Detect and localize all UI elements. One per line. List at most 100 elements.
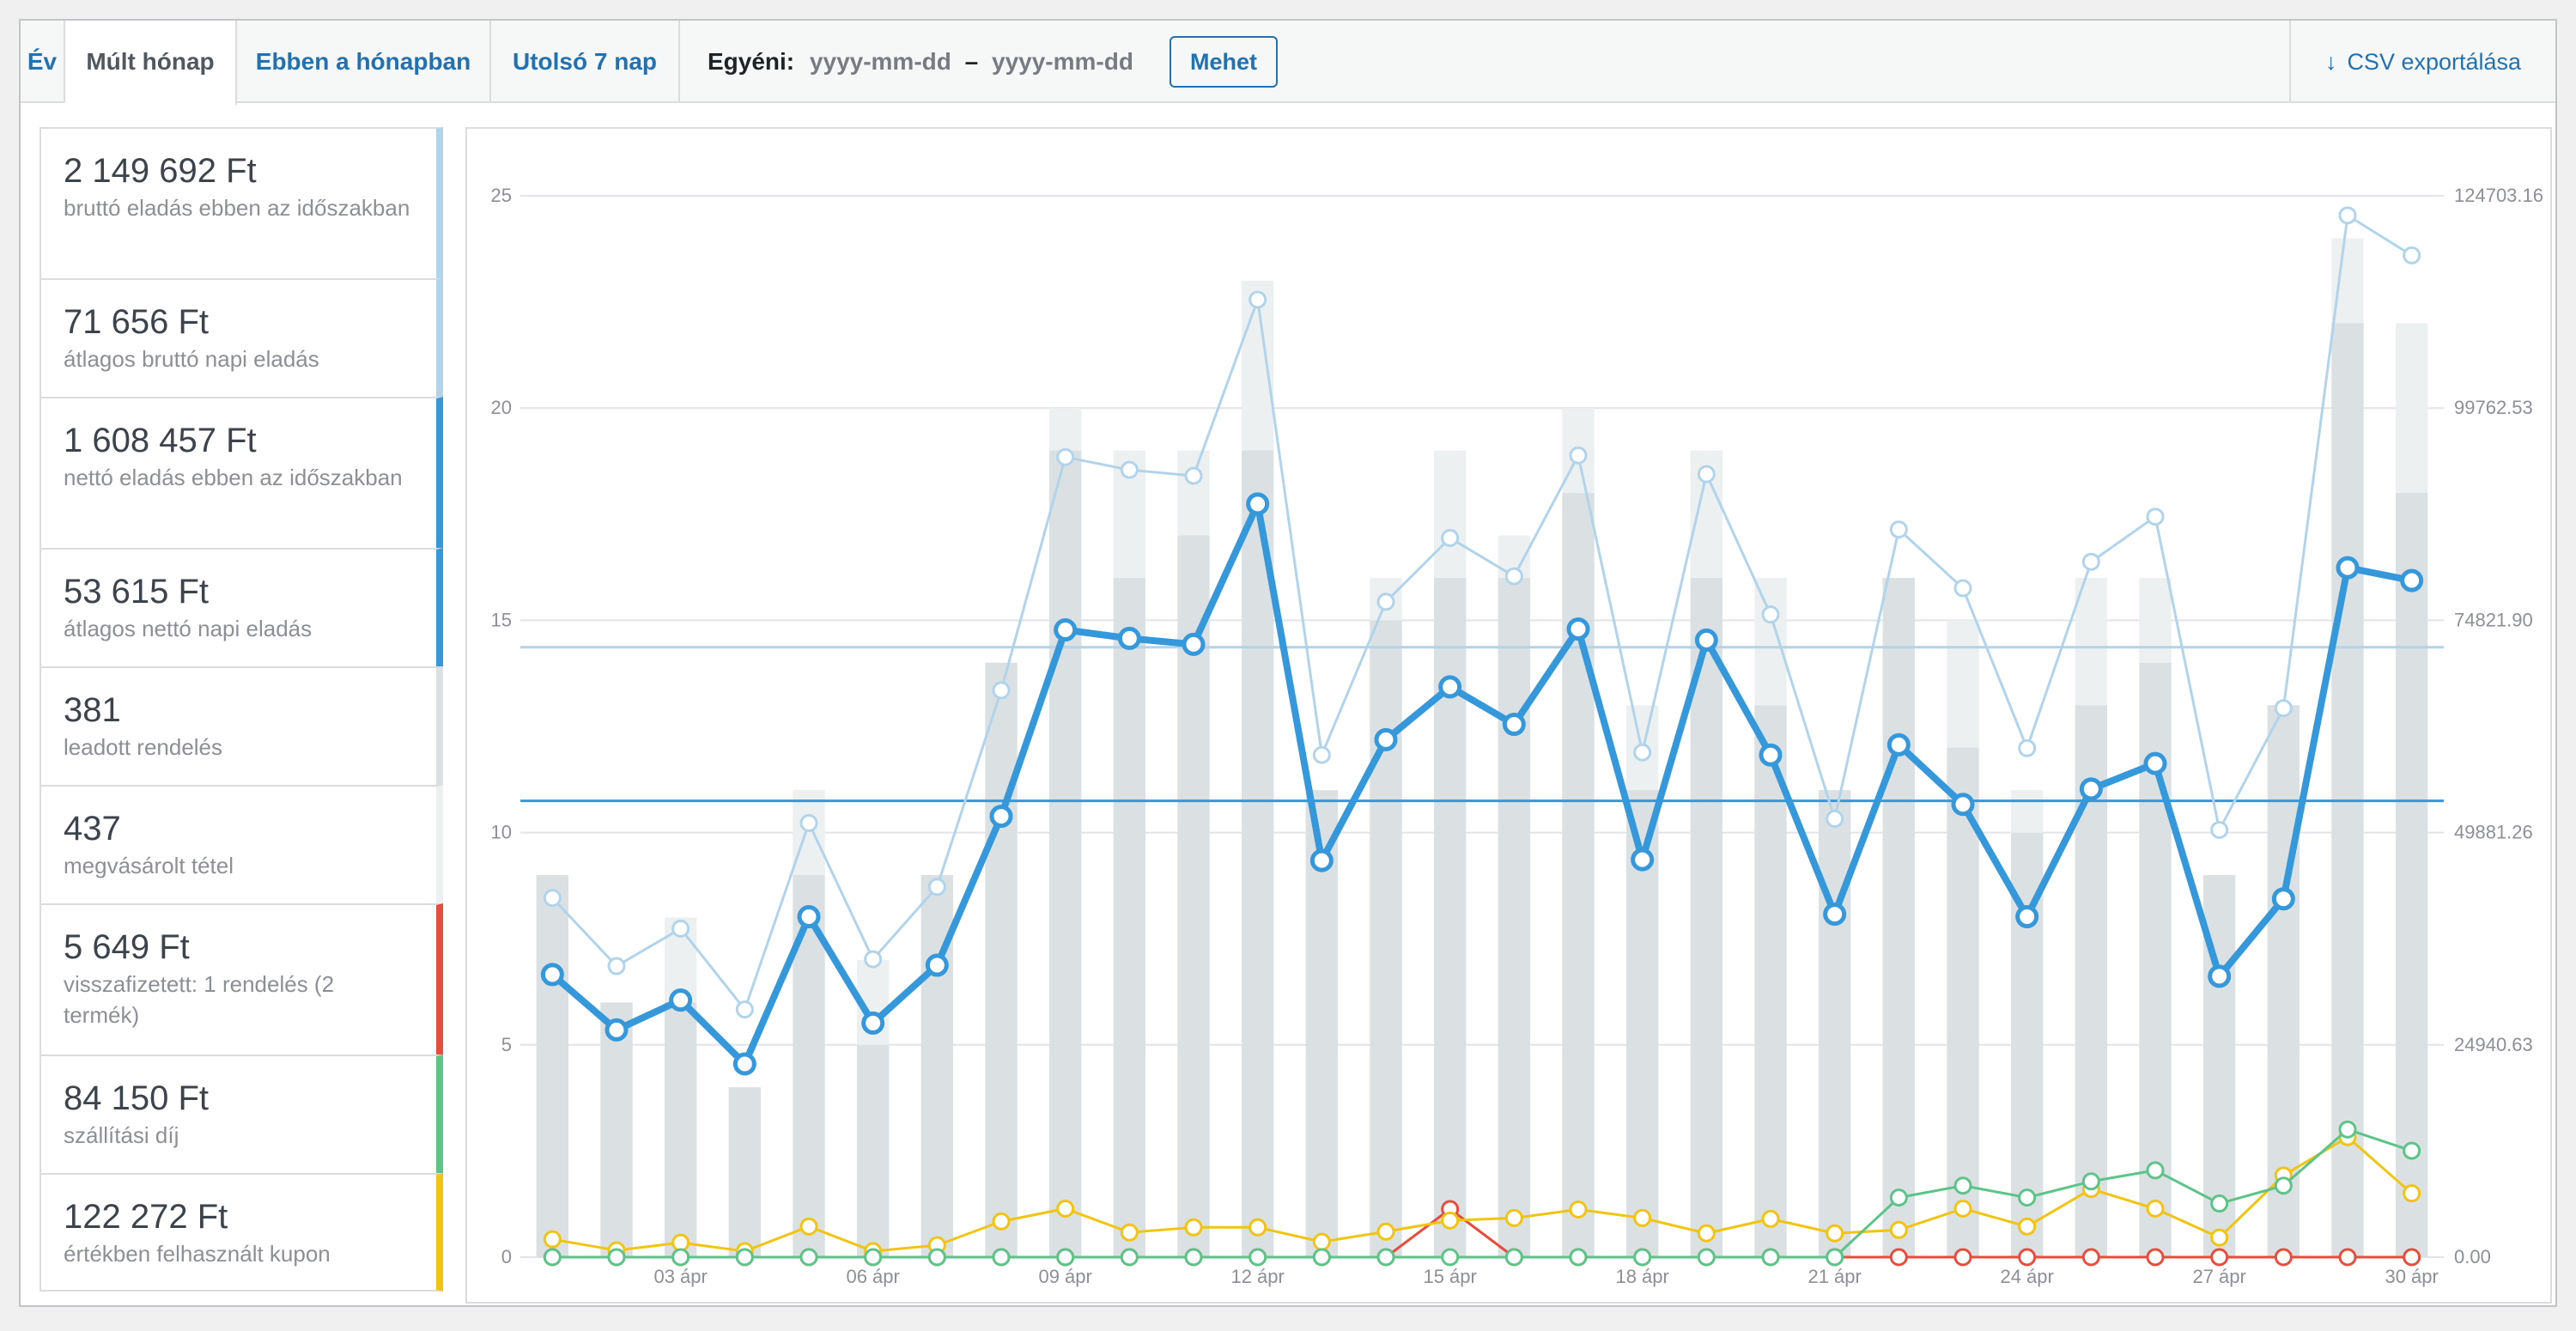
legend-amount: 1 608 457 Ft <box>64 422 257 459</box>
legend-item-refunds[interactable]: 5 649 Ft visszafizetett: 1 rendelés (2 t… <box>39 903 443 1054</box>
series-point <box>2081 552 2100 571</box>
series-point <box>735 1248 754 1267</box>
legend-amount: 84 150 Ft <box>64 1079 210 1117</box>
legend-description: átlagos nettó napi eladás <box>64 616 313 641</box>
series-point <box>1312 1232 1331 1251</box>
bar-orders <box>2267 705 2300 1257</box>
series-line <box>552 1207 2412 1259</box>
tab-last-month[interactable]: Múlt hónap <box>65 21 237 105</box>
bar-orders <box>1882 577 1915 1257</box>
series-point <box>1633 1208 1652 1227</box>
series-point <box>2274 699 2293 718</box>
legend-amount: 53 615 Ft <box>64 573 210 611</box>
series-point <box>671 919 690 938</box>
y-left-tick-label: 10 <box>491 822 512 843</box>
legend-item-shipping[interactable]: 84 150 Ft szállítási díj <box>39 1054 443 1173</box>
series-point <box>1056 447 1075 466</box>
y-left-tick-label: 0 <box>501 1246 512 1267</box>
legend-description: visszafizetett: 1 rendelés (2 termék) <box>64 971 335 1028</box>
series-point <box>1117 626 1141 650</box>
tab-year[interactable]: Év <box>21 21 65 103</box>
series-point <box>1761 1209 1780 1228</box>
series-point <box>1886 732 1911 757</box>
series-point <box>2015 905 2039 929</box>
series-point <box>2210 1194 2229 1213</box>
legend-item-orders[interactable]: 381 leadott rendelés <box>39 666 443 785</box>
series-point <box>797 905 821 929</box>
legend-description: megvásárolt tétel <box>64 853 234 878</box>
series-point <box>1376 1222 1395 1241</box>
legend-description: leadott rendelés <box>64 734 223 760</box>
y-right-tick-label: 99762.53 <box>2454 397 2533 418</box>
series-point <box>864 1248 883 1267</box>
series-point <box>1441 528 1460 547</box>
series-point <box>1569 446 1588 465</box>
series-point <box>1697 1248 1716 1267</box>
legend-description: bruttó eladás ebben az időszakban <box>64 195 410 221</box>
series-point <box>927 1248 946 1267</box>
series-point <box>2143 751 2167 775</box>
y-right-tick-label: 24940.63 <box>2454 1034 2533 1055</box>
series-point <box>2210 820 2229 839</box>
series-point <box>2210 1248 2229 1267</box>
legend-description: szállítási díj <box>64 1122 179 1148</box>
series-point <box>992 1248 1011 1267</box>
tab-this-month[interactable]: Ebben a hónapban <box>237 21 491 103</box>
legend-description: értékben felhasznált kupon <box>64 1241 331 1267</box>
series-point <box>1889 520 1908 539</box>
series-point <box>1889 1188 1908 1207</box>
series-point <box>1054 618 1078 642</box>
series-point <box>605 1018 629 1042</box>
series-point <box>1182 632 1206 656</box>
series-point <box>1761 605 1780 624</box>
series-point <box>799 1248 818 1267</box>
legend-item-net-sales[interactable]: 1 608 457 Ft nettó eladás ebben az idősz… <box>39 397 443 548</box>
series-point <box>1566 617 1590 641</box>
tab-last-7-days[interactable]: Utolsó 7 nap <box>491 21 680 103</box>
series-line <box>552 1135 2413 1253</box>
range-tabs: Év Múlt hónap Ebben a hónapban Utolsó 7 … <box>21 21 2555 105</box>
go-button[interactable]: Mehet <box>1170 36 1278 88</box>
date-from-input[interactable]: yyyy-mm-dd <box>809 48 951 75</box>
series-point <box>2018 1217 2037 1236</box>
series-point <box>1120 1223 1139 1242</box>
legend-amount: 71 656 Ft <box>64 303 210 341</box>
legend-item-gross-sales[interactable]: 2 149 692 Ft bruttó eladás ebben az idős… <box>39 127 443 278</box>
series-point <box>864 950 883 969</box>
custom-range-label: Egyéni: <box>708 48 795 75</box>
legend-item-coupons[interactable]: 122 272 Ft értékben felhasznált kupon <box>39 1173 443 1291</box>
y-left-tick-label: 15 <box>491 609 512 630</box>
series-point <box>2081 1172 2100 1191</box>
series-point <box>1120 1248 1139 1267</box>
legend-amount: 5 649 Ft <box>64 928 190 966</box>
legend-amount: 122 272 Ft <box>64 1198 228 1236</box>
bar-orders <box>1049 450 1082 1257</box>
series-point <box>1246 492 1270 516</box>
y-right-tick-label: 124703.16 <box>2454 185 2543 206</box>
bar-orders <box>857 1044 890 1257</box>
series-line <box>550 500 2413 1068</box>
legend-item-items[interactable]: 437 megvásárolt tétel <box>39 785 443 903</box>
y-left-tick-label: 20 <box>491 397 512 418</box>
export-csv-button[interactable]: ↓ CSV exportálása <box>2289 21 2555 103</box>
x-tick-label: 27 ápr <box>2192 1266 2245 1287</box>
series-point <box>2018 738 2037 757</box>
series-line <box>552 1127 2413 1259</box>
series-point <box>607 1248 626 1267</box>
series-point <box>1697 465 1716 483</box>
legend-amount: 437 <box>64 810 121 848</box>
bar-orders <box>1498 577 1530 1257</box>
series-point <box>2208 964 2232 988</box>
series-point <box>1761 1248 1780 1267</box>
series-point <box>1631 848 1655 872</box>
legend-item-avg-net-sales[interactable]: 53 615 Ft átlagos nettó napi eladás <box>39 548 443 666</box>
date-to-input[interactable]: yyyy-mm-dd <box>992 48 1133 75</box>
legend-item-avg-gross-sales[interactable]: 71 656 Ft átlagos bruttó napi eladás <box>39 278 443 397</box>
series-point <box>2079 777 2103 801</box>
bar-orders <box>1819 790 1851 1257</box>
series-point <box>2210 1228 2229 1247</box>
series-point <box>1826 1224 1844 1243</box>
series-point <box>1309 848 1334 872</box>
bar-orders <box>536 875 568 1257</box>
series-point <box>2146 1161 2165 1180</box>
